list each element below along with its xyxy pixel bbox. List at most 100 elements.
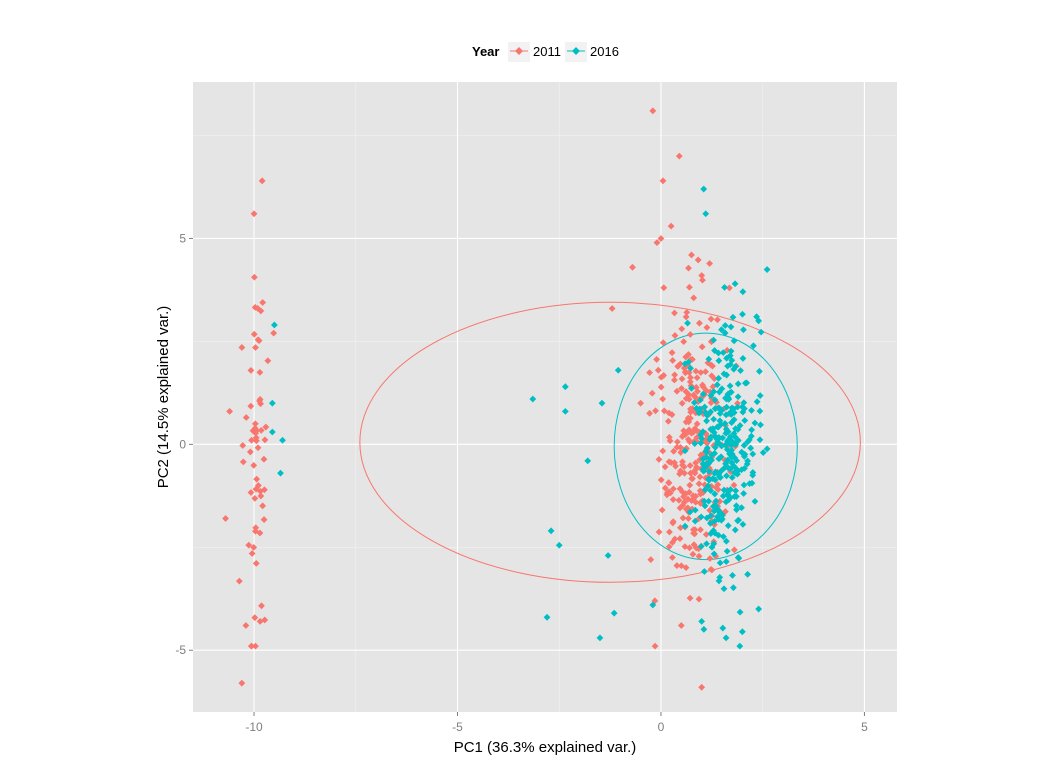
point-2016 xyxy=(707,520,714,527)
point-2011 xyxy=(247,402,255,410)
point-2016 xyxy=(710,429,718,436)
point-2011 xyxy=(714,486,722,493)
point-2016 xyxy=(686,508,694,516)
point-2011 xyxy=(697,526,704,534)
point-2011 xyxy=(252,559,260,567)
point-2011 xyxy=(257,426,265,434)
point-2016 xyxy=(723,547,731,555)
point-2011 xyxy=(706,506,714,514)
point-2011 xyxy=(659,447,667,455)
point-2011 xyxy=(253,437,260,445)
point-2016 xyxy=(724,464,732,472)
point-2011 xyxy=(661,463,669,471)
point-2016 xyxy=(543,613,551,621)
point-2011 xyxy=(653,239,661,246)
point-2011 xyxy=(657,383,665,391)
point-2011 xyxy=(257,400,264,408)
point-2011 xyxy=(692,383,700,391)
point-2016 xyxy=(691,517,699,525)
point-2016 xyxy=(610,609,618,617)
point-2011 xyxy=(668,411,676,419)
point-2011 xyxy=(667,459,675,467)
point-2016 xyxy=(728,419,735,426)
plot-panel xyxy=(193,82,897,712)
point-2011 xyxy=(246,448,254,456)
point-2016 xyxy=(729,584,737,592)
point-2011 xyxy=(699,410,707,418)
y-axis: -5 0 5 xyxy=(175,231,193,657)
point-2011 xyxy=(239,442,247,449)
point-2016 xyxy=(726,361,734,368)
point-2016 xyxy=(716,417,724,425)
point-2011 xyxy=(699,276,706,284)
point-2011 xyxy=(247,489,255,496)
x-tick-label: -5 xyxy=(452,720,463,734)
point-2011 xyxy=(686,481,694,489)
point-2011 xyxy=(655,528,663,536)
point-2016 xyxy=(723,371,731,379)
point-2011 xyxy=(251,614,259,622)
point-2016 xyxy=(716,573,724,581)
point-2011 xyxy=(692,544,700,552)
point-2011 xyxy=(250,273,258,281)
point-2011 xyxy=(657,235,665,242)
point-2016 xyxy=(757,421,764,429)
point-2011 xyxy=(252,344,259,351)
point-2011 xyxy=(671,376,678,384)
point-2016 xyxy=(721,283,728,291)
point-2011 xyxy=(252,524,260,532)
point-2011 xyxy=(674,362,682,370)
point-2016 xyxy=(756,407,764,415)
point-2011 xyxy=(657,373,665,381)
point-2016 xyxy=(702,210,710,218)
point-2016 xyxy=(596,634,604,642)
point-2016 xyxy=(701,403,709,411)
point-2016 xyxy=(698,618,706,625)
point-2011 xyxy=(685,515,692,522)
point-2011 xyxy=(673,562,681,569)
point-2016 xyxy=(740,490,748,497)
point-2016 xyxy=(561,383,569,391)
point-2016 xyxy=(715,531,722,539)
point-2016 xyxy=(711,469,719,477)
point-2011 xyxy=(660,284,668,292)
point-2016 xyxy=(719,349,727,357)
point-2016 xyxy=(730,430,738,437)
point-2016 xyxy=(707,408,715,416)
point-2011 xyxy=(652,407,659,415)
point-2016 xyxy=(696,408,704,416)
point-2011 xyxy=(686,544,693,552)
point-2011 xyxy=(667,222,675,230)
point-2016 xyxy=(687,364,694,372)
point-2016 xyxy=(723,472,730,480)
point-2016 xyxy=(737,367,744,374)
point-2011 xyxy=(252,642,259,650)
point-2016 xyxy=(741,464,748,472)
point-2011 xyxy=(671,535,679,543)
point-2016 xyxy=(739,408,747,416)
point-2011 xyxy=(659,339,667,347)
point-2016 xyxy=(707,433,715,441)
legend-label-2011: 2011 xyxy=(533,44,561,59)
point-2016 xyxy=(277,469,284,477)
point-2016 xyxy=(707,487,715,494)
point-2016 xyxy=(722,460,729,468)
point-2016 xyxy=(703,514,711,522)
point-2016 xyxy=(757,328,765,336)
point-2016 xyxy=(720,533,727,541)
point-2011 xyxy=(673,438,681,446)
legend-key-2011-marker xyxy=(515,47,523,55)
point-2011 xyxy=(685,391,693,399)
point-2016 xyxy=(748,426,756,434)
point-2011 xyxy=(693,374,701,382)
point-2011 xyxy=(693,420,701,428)
point-2016 xyxy=(703,417,710,425)
data-points xyxy=(222,107,771,691)
point-2011 xyxy=(690,294,698,302)
point-2011 xyxy=(697,369,705,376)
point-2016 xyxy=(732,363,739,371)
point-2011 xyxy=(222,515,229,522)
point-2016 xyxy=(724,390,732,398)
point-2016 xyxy=(740,326,747,334)
